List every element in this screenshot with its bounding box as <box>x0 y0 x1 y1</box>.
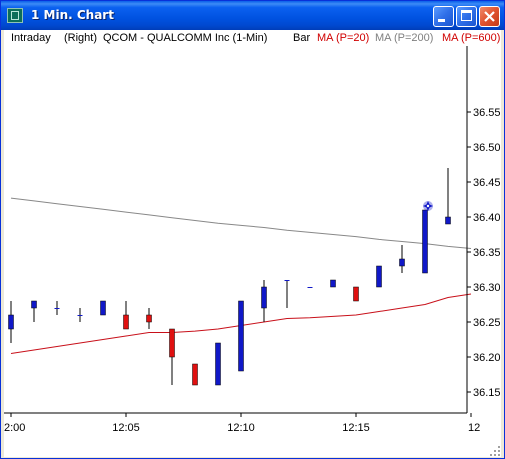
x-axis: 2:00 12:05 12:10 12:15 12 <box>4 413 480 434</box>
y-tick-label: 36.20 <box>473 352 501 364</box>
chart-area[interactable]: Intraday (Right) QCOM - QUALCOMM Inc (1-… <box>4 30 501 457</box>
candle-body <box>330 279 336 288</box>
candle-body <box>376 265 382 288</box>
symbol-label: QCOM - QUALCOMM Inc (1-Min) <box>103 32 268 44</box>
ma-line <box>10 197 472 249</box>
x-tick-label: 12:15 <box>342 422 370 434</box>
candle-body <box>77 315 83 316</box>
close-button[interactable] <box>479 6 500 27</box>
candle-body <box>445 216 451 225</box>
scale-label: (Right) <box>64 32 98 44</box>
chart-app-icon[interactable] <box>7 8 23 23</box>
y-tick-label: 36.45 <box>473 177 501 189</box>
ma600-legend: MA (P=600) <box>442 32 501 44</box>
maximize-icon <box>461 10 472 21</box>
x-tick-label: 12:10 <box>227 422 255 434</box>
y-tick-label: 36.30 <box>473 282 501 294</box>
minimize-button[interactable] <box>433 6 454 27</box>
title-bar[interactable]: 1 Min. Chart <box>1 1 504 30</box>
window-title: 1 Min. Chart <box>31 8 114 22</box>
maximize-button[interactable] <box>456 6 477 27</box>
chart-style-label: Bar <box>293 32 311 44</box>
x-tick-label: 2:00 <box>4 422 25 434</box>
candle-body <box>146 314 152 323</box>
x-tick-label: 12:05 <box>112 422 140 434</box>
y-tick-label: 36.55 <box>473 107 501 119</box>
y-tick-label: 36.50 <box>473 142 501 154</box>
resize-grip-icon[interactable] <box>489 445 501 457</box>
candle-body <box>123 314 129 330</box>
candle-body <box>261 286 267 309</box>
candle-body <box>8 314 14 330</box>
chart-info-bar: Intraday (Right) QCOM - QUALCOMM Inc (1-… <box>4 30 501 46</box>
candle-body <box>238 300 244 372</box>
cursor-marker-icon <box>423 201 433 211</box>
candle-body <box>100 300 106 316</box>
candle-body <box>399 258 405 267</box>
candle-body <box>192 363 198 386</box>
minimize-icon <box>438 19 445 22</box>
intraday-label: Intraday <box>11 32 51 44</box>
y-tick-label: 36.35 <box>473 247 501 259</box>
ma200-legend: MA (P=200) <box>375 32 434 44</box>
candle-body <box>215 342 221 386</box>
y-tick-label: 36.25 <box>473 317 501 329</box>
x-tick-label: 12 <box>468 422 480 434</box>
candle-body <box>31 300 37 309</box>
ma20-legend: MA (P=20) <box>317 32 370 44</box>
candle-body <box>353 286 359 302</box>
y-axis: 36.15 36.20 36.25 36.30 36.35 36.40 36.45 36.50… <box>467 107 501 399</box>
candle-body <box>54 308 60 309</box>
candle-body <box>169 328 175 358</box>
candle-body <box>284 280 290 281</box>
candlestick-chart[interactable]: 36.15 36.20 36.25 36.30 36.35 36.40 36.45 36.50… <box>4 46 501 457</box>
candle-body <box>307 287 313 288</box>
candle-body <box>422 209 428 274</box>
close-icon <box>484 11 495 22</box>
y-tick-label: 36.40 <box>473 212 501 224</box>
y-tick-label: 36.15 <box>473 387 501 399</box>
